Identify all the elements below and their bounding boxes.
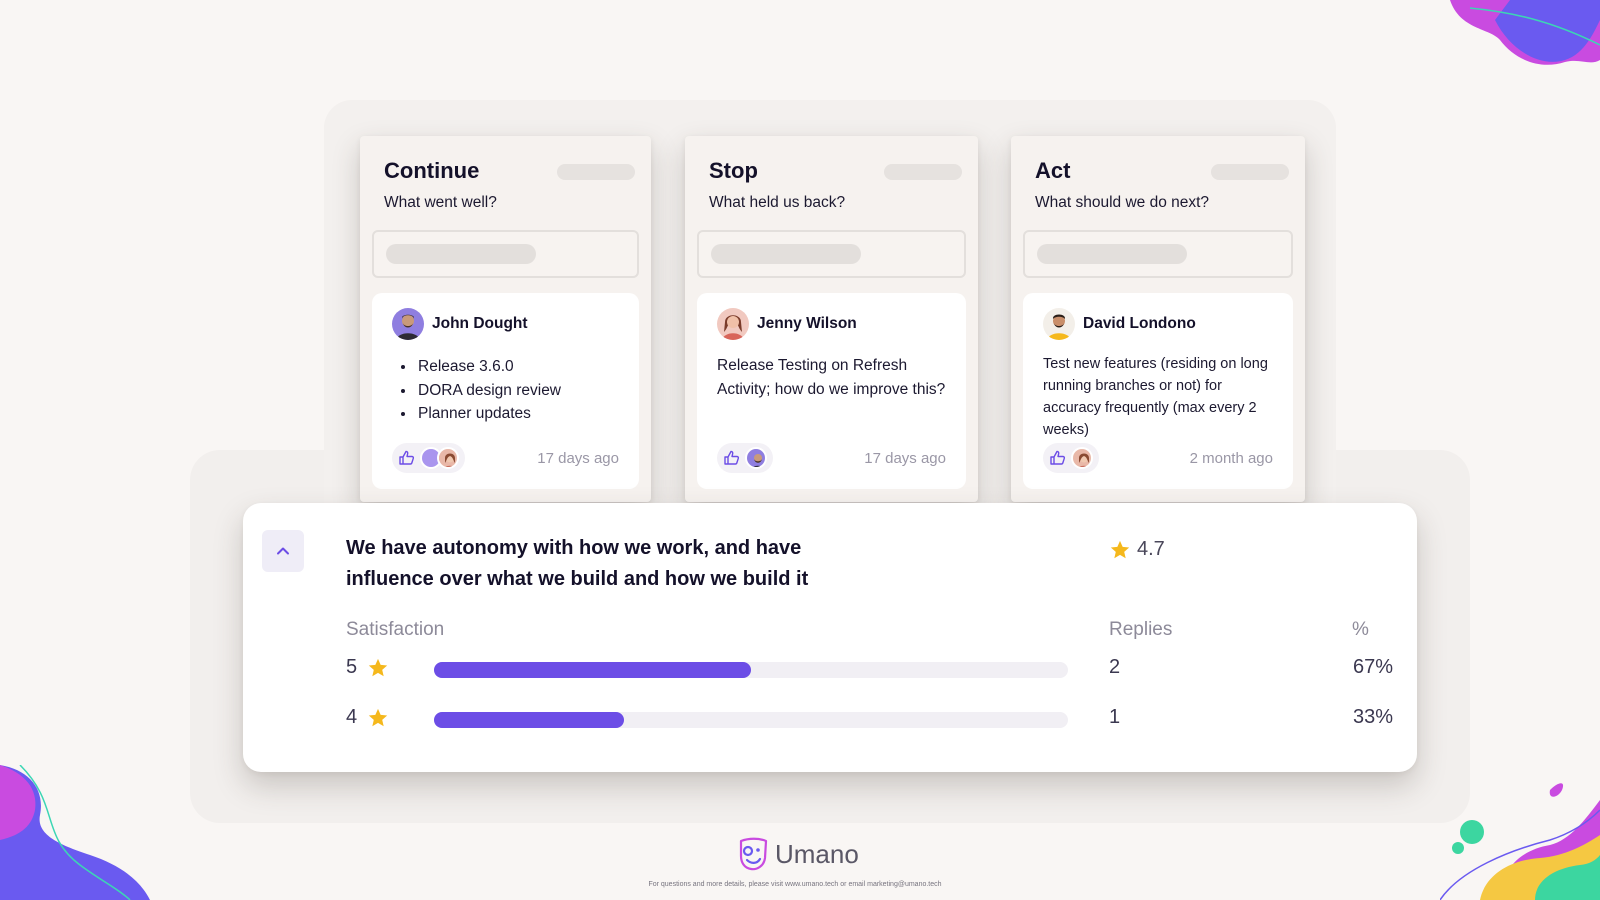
note-author: David Londono xyxy=(1083,315,1196,332)
avatar xyxy=(1043,308,1075,340)
reply-percent: 33% xyxy=(1353,706,1394,728)
column-subtitle: What should we do next? xyxy=(1035,194,1210,211)
like-button[interactable] xyxy=(392,443,465,473)
score-label: 5 xyxy=(346,656,389,679)
footer-note: For questions and more details, please v… xyxy=(648,881,942,888)
note-list: Release 3.6.0 DORA design review Planner… xyxy=(416,355,561,426)
list-item: Release 3.6.0 xyxy=(416,355,561,379)
add-note-input[interactable] xyxy=(372,230,639,278)
column-placeholder-pill xyxy=(884,164,962,180)
score-label: 4 xyxy=(346,706,389,729)
note-author: Jenny Wilson xyxy=(757,315,857,332)
average-rating: 4.7 xyxy=(1109,538,1165,561)
thumbs-up-icon xyxy=(724,450,740,465)
input-placeholder-bar xyxy=(1037,244,1187,264)
note-author: John Dought xyxy=(432,315,528,332)
input-placeholder-bar xyxy=(711,244,861,264)
score-value: 4 xyxy=(346,706,358,728)
decorative-blob xyxy=(1440,783,1600,900)
column-placeholder-pill xyxy=(1211,164,1289,180)
thumbs-up-icon xyxy=(399,450,415,465)
decorative-blob xyxy=(0,765,150,900)
list-item: DORA design review xyxy=(416,379,561,403)
rating-value: 4.7 xyxy=(1137,538,1165,560)
timestamp: 17 days ago xyxy=(537,449,619,467)
satisfaction-bar-fill xyxy=(434,712,625,728)
satisfaction-bar-fill xyxy=(434,662,751,678)
like-button[interactable] xyxy=(717,443,773,473)
note-text: Release Testing on Refresh Activity; how… xyxy=(717,357,946,398)
column-placeholder-pill xyxy=(557,164,635,180)
satisfaction-bar xyxy=(434,662,1068,678)
chevron-up-icon xyxy=(277,547,289,555)
reply-percent: 67% xyxy=(1353,656,1394,678)
survey-question-card: We have autonomy with how we work, and h… xyxy=(243,503,1417,772)
avatar xyxy=(745,447,767,469)
input-placeholder-bar xyxy=(386,244,536,264)
column-header-replies: Replies xyxy=(1109,619,1173,640)
add-note-input[interactable] xyxy=(697,230,966,278)
note-card[interactable]: John Dought Release 3.6.0 DORA design re… xyxy=(372,293,639,489)
timestamp: 2 month ago xyxy=(1189,449,1273,467)
avatar xyxy=(392,308,424,340)
survey-question: We have autonomy with how we work, and h… xyxy=(346,537,809,590)
reply-count: 1 xyxy=(1109,706,1121,728)
collapse-button[interactable] xyxy=(262,530,304,572)
column-title: Continue xyxy=(384,158,480,183)
brand-logo: Umano xyxy=(737,836,859,872)
avatar xyxy=(437,447,459,469)
umano-logo-icon xyxy=(739,837,768,871)
avatar xyxy=(1071,447,1093,469)
column-title: Stop xyxy=(709,158,758,183)
column-subtitle: What went well? xyxy=(384,194,497,211)
note-text: Test new features (residing on long runn… xyxy=(1043,356,1268,438)
reply-count: 2 xyxy=(1109,656,1121,678)
timestamp: 17 days ago xyxy=(864,449,946,467)
star-icon xyxy=(368,658,388,676)
avatar xyxy=(717,308,749,340)
satisfaction-bar xyxy=(434,712,1068,728)
add-note-input[interactable] xyxy=(1023,230,1293,278)
decorative-blob xyxy=(1450,0,1600,65)
column-continue: Continue What went well? John Dought Rel… xyxy=(360,136,651,502)
list-item: Planner updates xyxy=(416,402,561,426)
star-icon xyxy=(1110,540,1130,558)
thumbs-up-icon xyxy=(1050,450,1066,465)
column-stop: Stop What held us back? Jenny Wilson Rel… xyxy=(685,136,978,502)
column-subtitle: What held us back? xyxy=(709,194,846,211)
score-value: 5 xyxy=(346,656,358,678)
like-button[interactable] xyxy=(1043,443,1099,473)
brand-name: Umano xyxy=(775,838,859,869)
column-header-percent: % xyxy=(1352,619,1369,640)
column-title: Act xyxy=(1035,158,1071,183)
column-header-satisfaction: Satisfaction xyxy=(346,619,445,640)
note-card[interactable]: David Londono Test new features (residin… xyxy=(1023,293,1293,489)
star-icon xyxy=(368,708,388,726)
note-card[interactable]: Jenny Wilson Release Testing on Refresh … xyxy=(697,293,966,489)
column-act: Act What should we do next? David London… xyxy=(1011,136,1305,502)
